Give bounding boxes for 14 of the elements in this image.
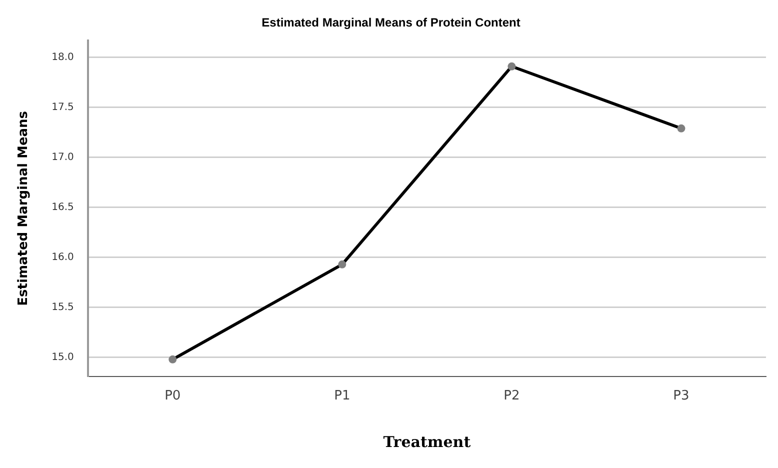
y-tick-label: 18.0	[52, 52, 74, 63]
x-axis-title: Treatment	[383, 432, 471, 451]
x-tick-label: P1	[334, 388, 350, 404]
chart-title: Estimated Marginal Means of Protein Content	[262, 16, 520, 30]
y-tick-label: 17.0	[52, 152, 74, 163]
y-tick-label: 15.5	[52, 302, 74, 313]
x-tick-label: P3	[673, 388, 690, 404]
x-tick-label: P0	[164, 388, 181, 404]
y-tick-label: 16.5	[52, 202, 74, 213]
x-tick-label: P2	[504, 388, 520, 404]
y-tick-label: 17.5	[52, 102, 74, 113]
y-tick-label: 16.0	[52, 252, 74, 263]
y-axis-title: Estimated Marginal Means	[16, 110, 32, 306]
y-tick-label: 15.0	[52, 352, 74, 363]
